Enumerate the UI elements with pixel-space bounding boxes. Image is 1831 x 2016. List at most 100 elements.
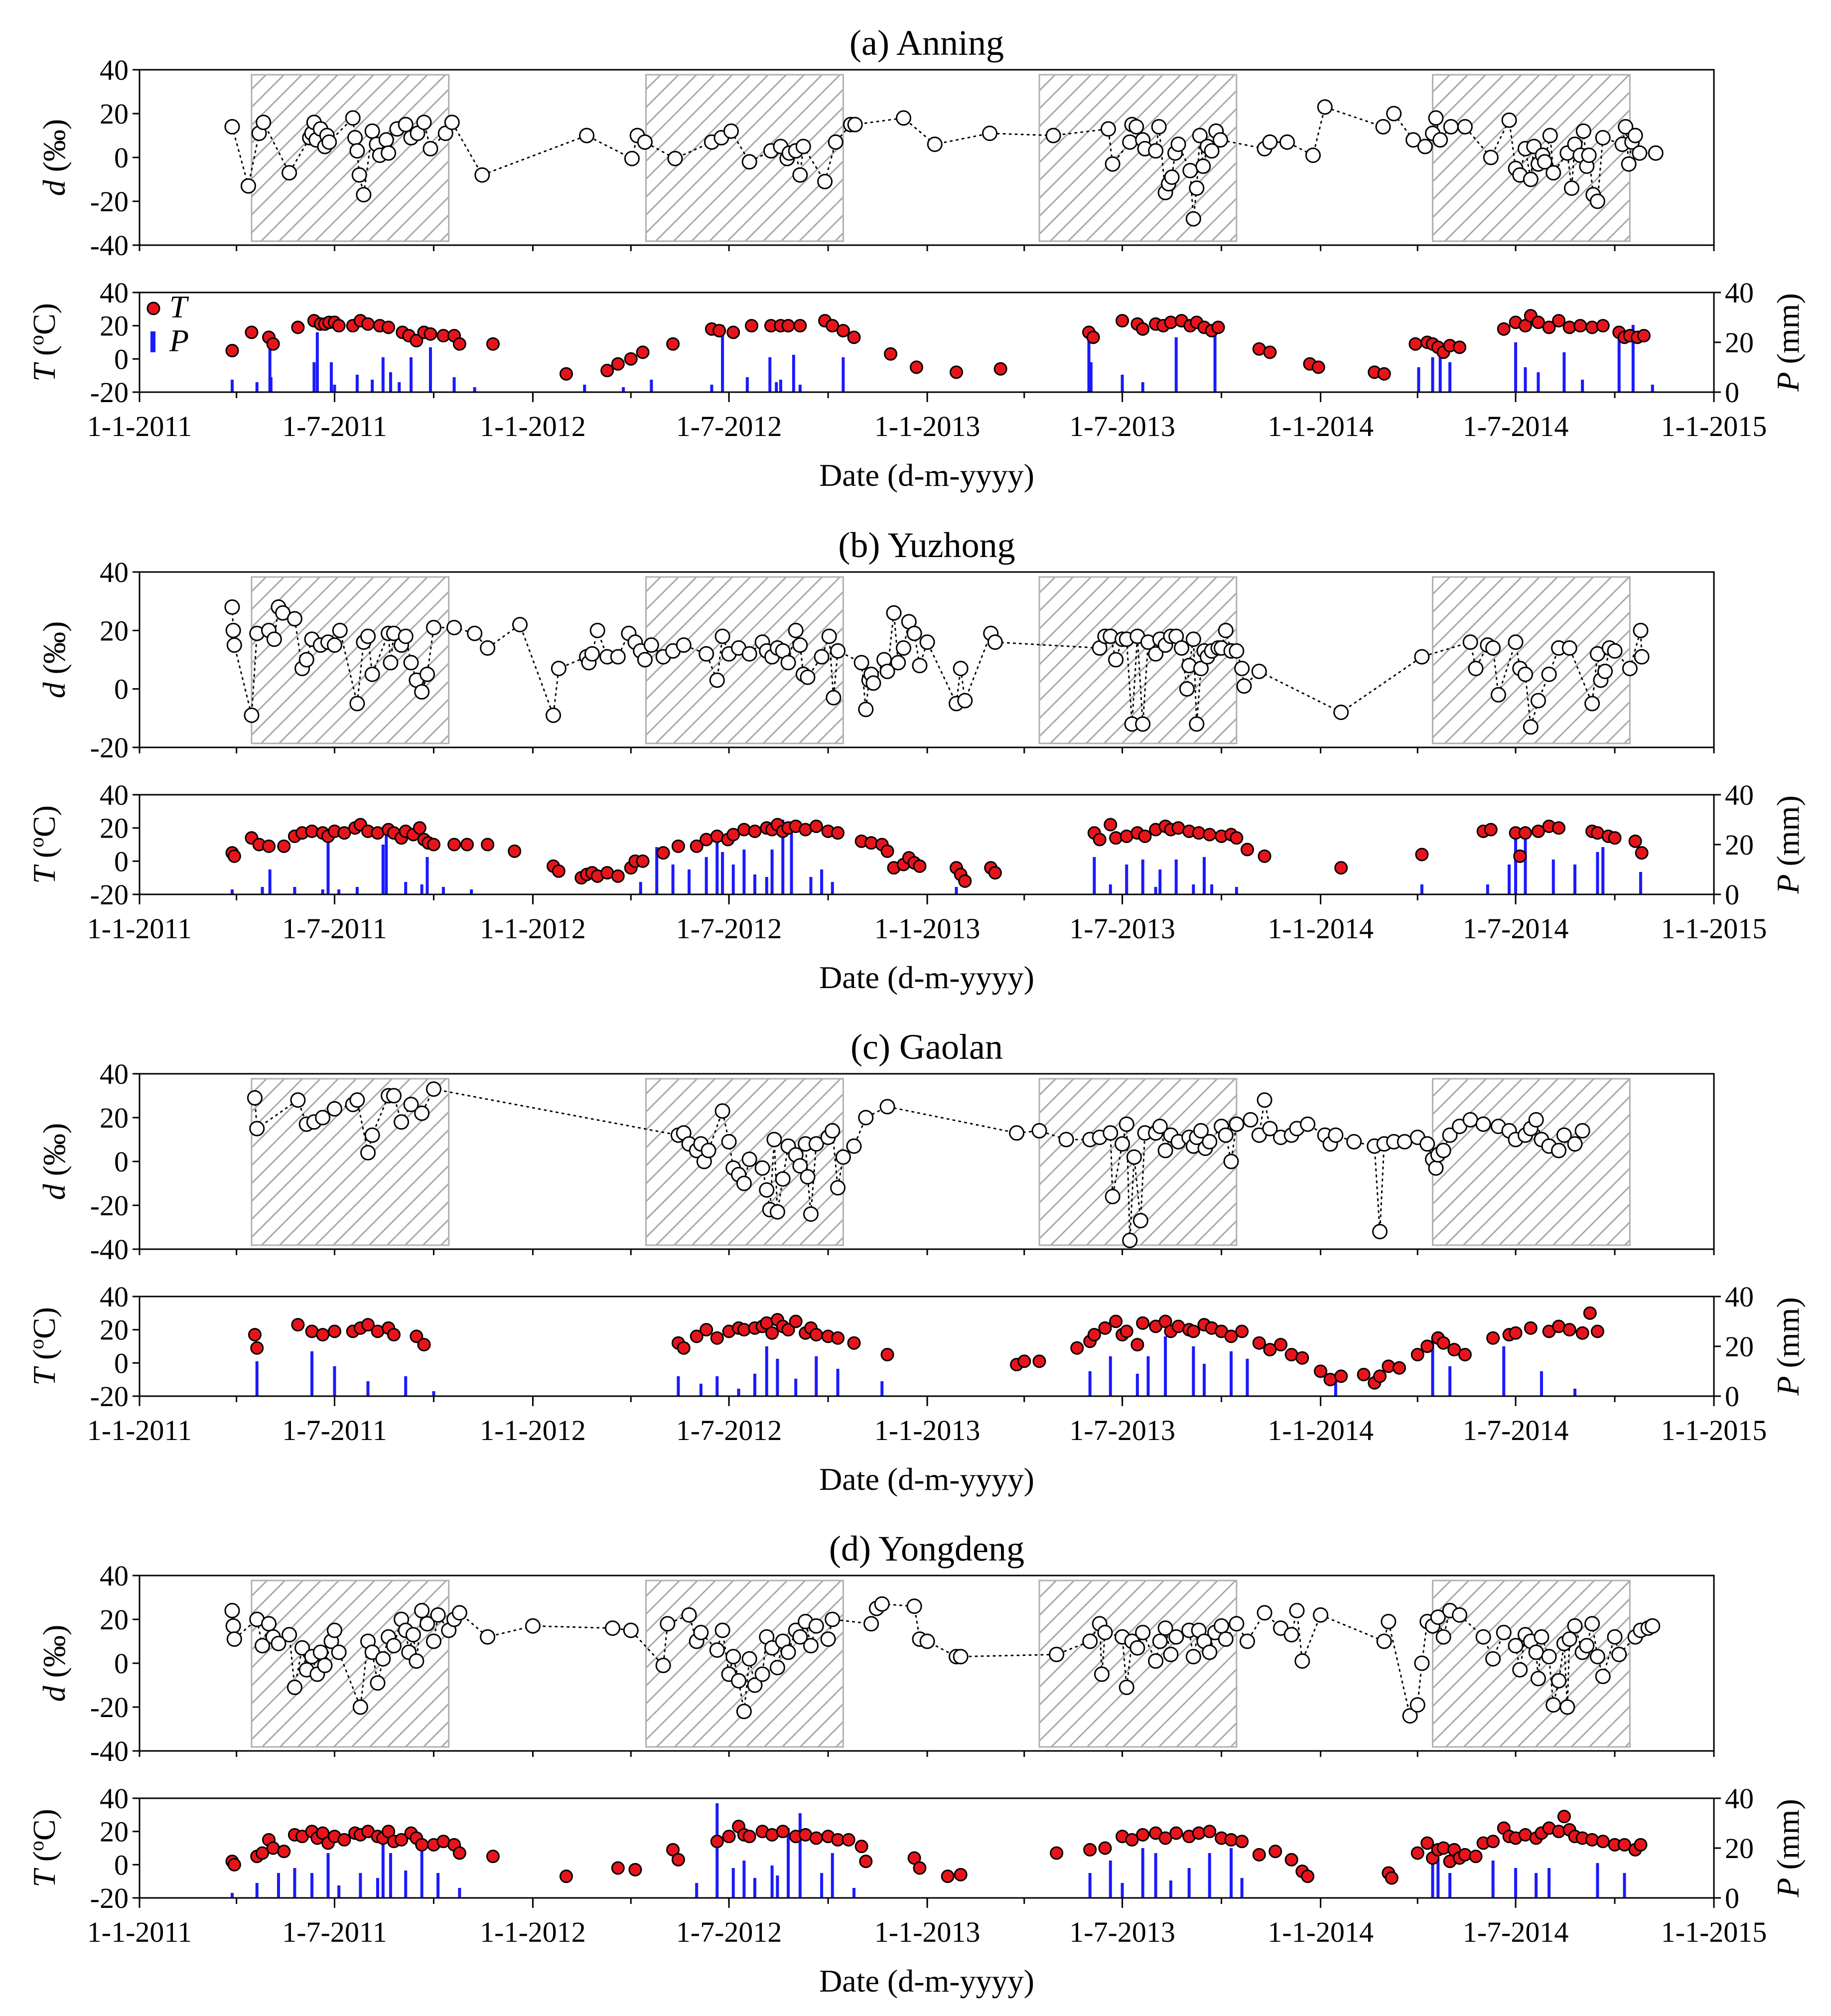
- temperature-point: [836, 324, 850, 338]
- temperature-point: [1109, 831, 1123, 845]
- d-point: [826, 690, 842, 706]
- d-point: [1607, 1629, 1623, 1645]
- precip-ylabel: P (mm): [1770, 1297, 1806, 1396]
- temperature-point: [600, 364, 614, 378]
- precip-bar: [831, 1853, 834, 1898]
- d-point: [1508, 1638, 1524, 1654]
- x-tick-label: 1-1-2014: [1268, 912, 1374, 945]
- d-point: [1243, 1112, 1259, 1128]
- precip-bar: [1508, 864, 1511, 894]
- d-point: [1542, 128, 1558, 144]
- ylabel-part: (: [26, 1349, 62, 1368]
- ylabel-part: (: [26, 1851, 62, 1870]
- d-point: [1402, 1708, 1418, 1724]
- d-point: [788, 622, 804, 638]
- d-point: [741, 1152, 757, 1167]
- precip-ylabel: P (mm): [1770, 1799, 1806, 1897]
- y-tick-label: -20: [90, 376, 129, 409]
- d-point: [1229, 643, 1245, 659]
- d-point: [1523, 171, 1539, 187]
- temperature-point: [1083, 1843, 1097, 1857]
- precip-bar: [1562, 352, 1566, 392]
- d-point: [1119, 1116, 1134, 1132]
- x-tick-label: 1-7-2013: [1069, 912, 1175, 945]
- temperature-point: [1531, 315, 1545, 329]
- temperature-point: [748, 824, 762, 838]
- d-point: [1523, 719, 1539, 735]
- d-point: [1257, 1605, 1272, 1621]
- d-point: [321, 134, 337, 150]
- d-point: [821, 628, 837, 644]
- temperature-point: [809, 819, 823, 833]
- temperature-point: [1436, 1336, 1450, 1350]
- d-point: [1223, 1153, 1239, 1169]
- d-point: [610, 649, 626, 665]
- d-point: [282, 165, 297, 181]
- precip-bar: [231, 889, 234, 894]
- temperature-point: [776, 1825, 790, 1839]
- temperature-point: [413, 821, 426, 835]
- temperature-point: [1436, 1841, 1450, 1855]
- d-point: [414, 1602, 430, 1618]
- temperature-point: [1628, 834, 1642, 848]
- precip-bar: [1573, 864, 1576, 894]
- temperature-point: [426, 838, 440, 852]
- d-point: [1283, 1627, 1299, 1643]
- temperature-point: [316, 1328, 330, 1342]
- ylabel-part: (mm): [1770, 795, 1806, 874]
- x-tick-label: 1-1-2011: [87, 1414, 192, 1446]
- temperature-point: [611, 869, 625, 883]
- d-point: [1179, 681, 1195, 697]
- d-point: [1428, 110, 1444, 126]
- d-point: [1333, 705, 1349, 720]
- y-tick-label: 40: [100, 556, 129, 588]
- d-point: [425, 1081, 441, 1097]
- d-point: [714, 1103, 730, 1119]
- y2-tick-label: 0: [1725, 376, 1739, 409]
- precip-bar: [688, 869, 691, 894]
- d-point: [1157, 1143, 1173, 1158]
- x-tick-label: 1-7-2012: [676, 912, 782, 945]
- d-point: [1376, 1633, 1392, 1649]
- temperature-point: [1357, 1368, 1371, 1382]
- x-tick-label: 1-7-2014: [1463, 1414, 1569, 1446]
- temperature-point: [847, 1336, 861, 1350]
- y-tick-label: 40: [100, 1281, 129, 1313]
- d-point: [605, 1620, 621, 1636]
- temperature-point: [332, 319, 346, 333]
- x-tick-label: 1-7-2011: [282, 1414, 387, 1446]
- precip-bar: [836, 1369, 840, 1396]
- temperature-point: [1211, 320, 1225, 334]
- temperature-point: [1240, 843, 1254, 857]
- precip-bar: [1088, 1371, 1092, 1396]
- d-point: [1229, 1616, 1245, 1632]
- precip-bar: [1417, 367, 1420, 392]
- y-tick-label: 20: [100, 812, 129, 845]
- precip-bar: [1174, 337, 1178, 392]
- temperature-point: [1093, 833, 1107, 847]
- d-point: [326, 1622, 342, 1638]
- d-point: [1483, 149, 1499, 165]
- precip-bar: [1187, 1868, 1191, 1898]
- precip-bar: [704, 857, 708, 894]
- temperature-point: [880, 1348, 894, 1362]
- temperature-point: [909, 360, 923, 374]
- precip-bar: [798, 1813, 802, 1898]
- precip-bar: [268, 347, 272, 392]
- precip-bar: [753, 874, 757, 894]
- temperature-point: [337, 1833, 351, 1847]
- d-point: [1049, 1646, 1065, 1662]
- temperature-point: [726, 325, 740, 339]
- precip-bar: [1158, 869, 1162, 894]
- precip-bar: [359, 1873, 362, 1898]
- d-point: [1193, 1123, 1209, 1139]
- temperature-point: [1224, 1329, 1238, 1343]
- d-point: [1100, 121, 1116, 137]
- temperature-ylabel: T (oC): [25, 1307, 62, 1386]
- temperature-point: [1596, 1835, 1610, 1849]
- temperature-point: [1086, 330, 1100, 344]
- precip-bar: [655, 847, 659, 894]
- temperature-point: [988, 866, 1002, 880]
